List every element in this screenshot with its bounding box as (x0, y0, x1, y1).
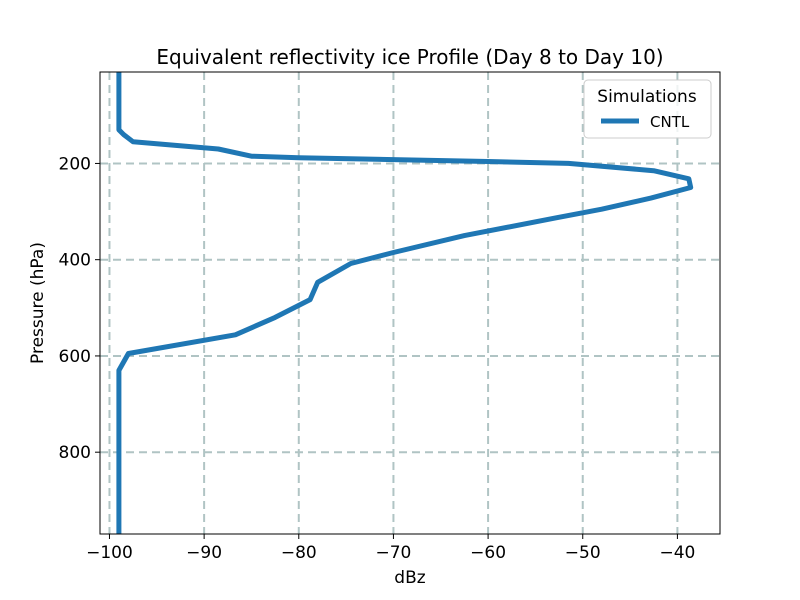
x-tick-label: −80 (281, 543, 317, 563)
x-tick-label: −70 (375, 543, 411, 563)
x-tick-label: −100 (86, 543, 133, 563)
x-tick-label: −50 (565, 543, 601, 563)
y-tick-label: 800 (59, 443, 91, 463)
y-axis-label: Pressure (hPa) (28, 242, 48, 364)
y-axis: 200 400 600 800 (59, 154, 100, 463)
legend-label-cntl: CNTL (650, 113, 690, 131)
chart-title: Equivalent reflectivity ice Profile (Day… (156, 45, 663, 69)
series-line-cntl (116, 72, 694, 534)
x-axis-label: dBz (394, 568, 425, 588)
x-tick-label: −40 (659, 543, 695, 563)
y-tick-label: 200 (59, 154, 91, 174)
x-axis: −100 −90 −80 −70 −60 −50 −40 (86, 534, 695, 563)
legend-title: Simulations (597, 87, 697, 107)
y-tick-label: 600 (59, 347, 91, 367)
grid (100, 72, 720, 534)
y-tick-label: 400 (59, 251, 91, 271)
legend: Simulations CNTL (583, 79, 712, 139)
plot-frame (99, 71, 721, 535)
series-layer (116, 72, 694, 534)
x-tick-label: −60 (470, 543, 506, 563)
x-tick-label: −90 (186, 543, 222, 563)
